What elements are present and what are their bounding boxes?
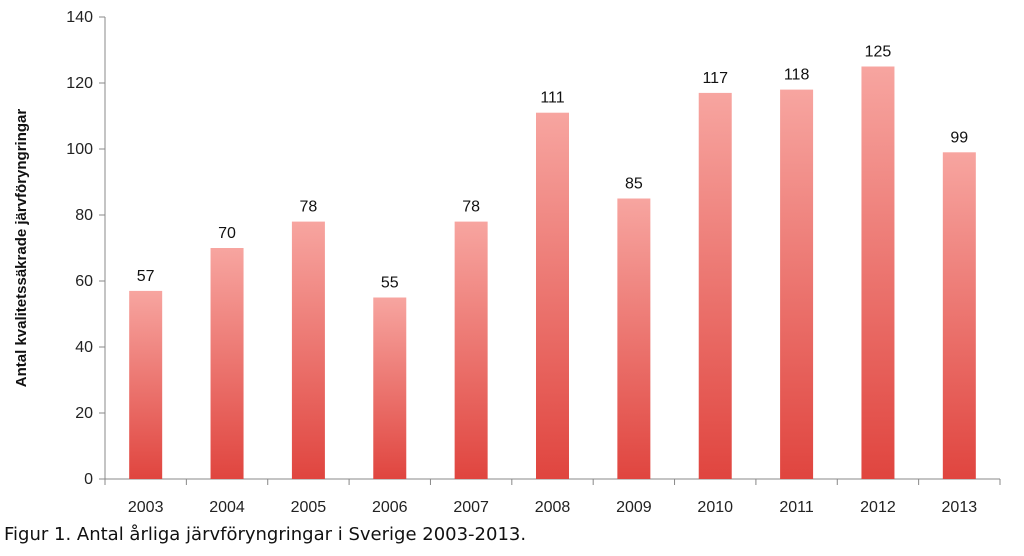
bar xyxy=(536,112,569,479)
x-tick-label: 2013 xyxy=(942,499,978,516)
y-tick-label: 0 xyxy=(84,471,93,488)
x-tick-label: 2004 xyxy=(209,499,245,516)
x-tick-label: 2005 xyxy=(291,499,327,516)
bar-value-label: 70 xyxy=(218,225,236,242)
y-tick-label: 80 xyxy=(75,207,93,224)
bar xyxy=(210,248,244,479)
x-tick-label: 2007 xyxy=(453,499,489,516)
y-axis-label: Antal kvalitetssäkrade järvföryngringar xyxy=(13,109,30,388)
bar xyxy=(129,290,163,479)
y-tick-label: 40 xyxy=(75,339,93,356)
y-axis: 0 20 40 60 80 100 120 140 xyxy=(66,9,106,488)
x-tick-label: 2006 xyxy=(372,499,408,516)
bar xyxy=(698,92,732,480)
x-tick-label: 2009 xyxy=(616,499,652,516)
bar-value-label: 85 xyxy=(625,176,643,193)
bar-value-label: 117 xyxy=(702,70,728,87)
x-tick-label: 2003 xyxy=(128,499,164,516)
bar xyxy=(454,221,488,479)
y-tick-label: 100 xyxy=(66,141,93,158)
figure-caption: Figur 1. Antal årliga järvföryngringar i… xyxy=(4,524,527,545)
bar-value-label: 99 xyxy=(950,129,968,146)
y-tick-label: 60 xyxy=(75,273,93,290)
x-tick-label: 2008 xyxy=(535,499,571,516)
x-tick-label: 2011 xyxy=(779,499,814,516)
bar xyxy=(617,198,651,479)
bar-value-label: 57 xyxy=(137,268,155,285)
bar-value-label: 125 xyxy=(865,44,892,61)
bar xyxy=(861,66,895,479)
bar-value-label: 111 xyxy=(540,90,564,107)
x-axis: 2003 2004 2005 2006 2007 2008 2009 2010 2011 2012… xyxy=(104,478,1001,516)
bar-value-label: 78 xyxy=(300,199,318,216)
x-tick-label: 2010 xyxy=(697,499,733,516)
bar xyxy=(291,221,325,479)
chart-area: 0 20 40 60 80 100 120 140 2003 2004 2005 2006 2007 2… xyxy=(13,9,1001,516)
data-labels: 57 70 78 55 78 111 85 117 118 125 99 xyxy=(137,44,969,292)
bars xyxy=(129,66,976,480)
bar-value-label: 55 xyxy=(381,275,399,292)
y-tick-label: 20 xyxy=(75,405,93,422)
bar-value-label: 118 xyxy=(784,67,810,84)
bar xyxy=(373,297,407,479)
bar-value-label: 78 xyxy=(462,199,480,216)
x-tick-label: 2012 xyxy=(860,499,896,516)
bar xyxy=(780,89,814,479)
y-tick-label: 120 xyxy=(66,75,93,92)
bar xyxy=(942,152,976,480)
y-tick-label: 140 xyxy=(66,9,93,26)
